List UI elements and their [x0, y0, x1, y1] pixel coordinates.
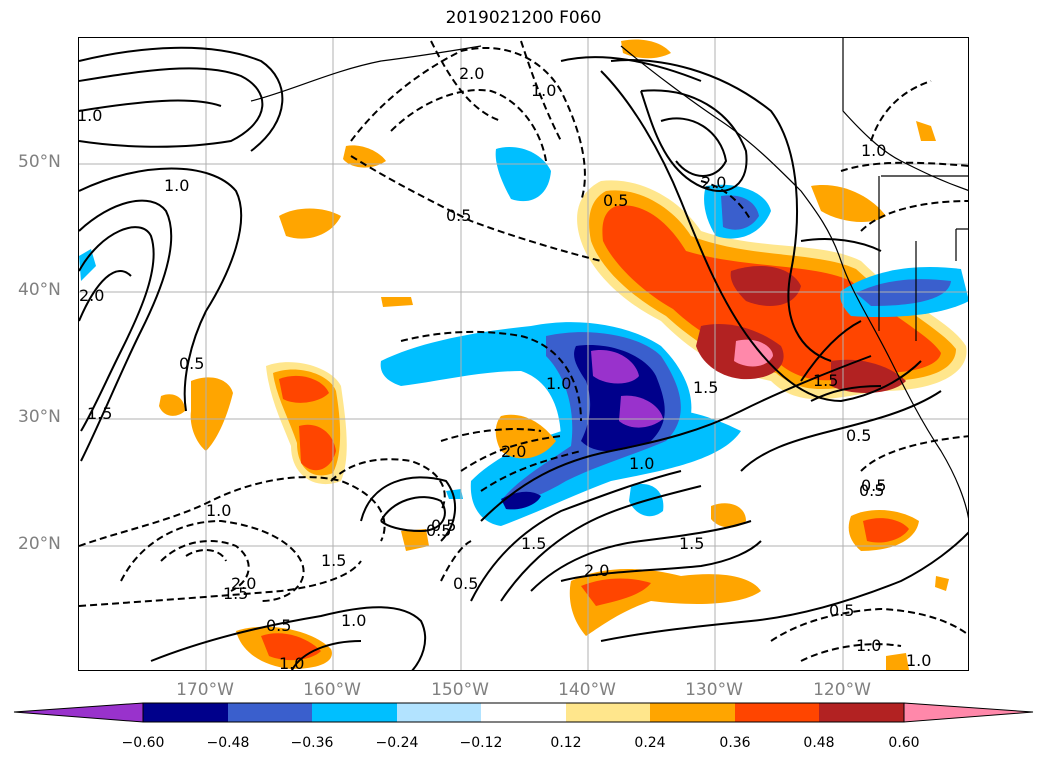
lon-label-130w: 130°W [685, 680, 743, 700]
shaded-fields [79, 39, 968, 670]
map-svg: 1.0 1.0 2.0 0.5 1.5 2.0 0.5 0.5 1.5 1.5 … [79, 38, 968, 670]
contour-label: 2.0 [584, 561, 609, 580]
lat-label-40n: 40°N [18, 280, 61, 300]
contour-label: 0.5 [603, 191, 628, 210]
contour-label: 1.0 [906, 651, 931, 670]
contour-label: 0.5 [446, 206, 471, 225]
colorbar-bin [481, 703, 566, 722]
colorbar-tick: 0.24 [634, 735, 666, 751]
contour-label: 1.5 [679, 534, 704, 553]
colorbar-tick: −0.24 [375, 735, 419, 751]
colorbar-bin [228, 703, 312, 722]
contour-label: 1.5 [223, 584, 248, 603]
solid-contours [79, 46, 968, 670]
colorbar-bin [312, 703, 397, 722]
contour-label: 1.0 [79, 106, 102, 125]
contour-label: 2.0 [501, 442, 526, 461]
colorbar-bin [566, 703, 650, 722]
colorbar-bin [819, 703, 904, 722]
contour-label: 1.0 [206, 501, 231, 520]
contour-label: 0.5 [829, 601, 854, 620]
colorbar-extend-high [903, 702, 1034, 723]
contour-label: 1.0 [856, 636, 881, 655]
contour-label: 1.5 [521, 534, 546, 553]
contour-label: 2.0 [79, 286, 104, 305]
map-plot-area: 1.0 1.0 2.0 0.5 1.5 2.0 0.5 0.5 1.5 1.5 … [78, 37, 969, 671]
lat-label-30n: 30°N [18, 407, 61, 427]
graticule [79, 38, 968, 670]
contour-label: 1.5 [813, 371, 838, 390]
contour-label: 0.5 [861, 476, 886, 495]
contour-label: 2.0 [701, 173, 726, 192]
colorbar [13, 702, 1034, 723]
contour-label: 0.5 [266, 616, 291, 635]
contour-label: 0.5 [179, 354, 204, 373]
lon-label-150w: 150°W [431, 680, 489, 700]
contour-label: 1.0 [341, 611, 366, 630]
contour-label: 0.5 [453, 574, 478, 593]
contour-label: 1.5 [693, 378, 718, 397]
contour-label: 1.5 [87, 404, 112, 423]
colorbar-tick: −0.36 [290, 735, 334, 751]
lon-label-140w: 140°W [558, 680, 616, 700]
colorbar-tick: 0.60 [888, 735, 920, 751]
colorbar-tick: 0.48 [803, 735, 835, 751]
colorbar-tick: −0.12 [459, 735, 503, 751]
lon-label-170w: 170°W [176, 680, 234, 700]
contour-label: 2.0 [459, 64, 484, 83]
coastlines [250, 38, 968, 519]
contour-label: 1.0 [861, 141, 886, 160]
colorbar-bin [397, 703, 481, 722]
colorbar-tick: 0.12 [550, 735, 582, 751]
colorbar-bin [735, 703, 819, 722]
colorbar-tick: −0.60 [121, 735, 165, 751]
contour-labels: 1.0 1.0 2.0 0.5 1.5 2.0 0.5 0.5 1.5 1.5 … [79, 64, 931, 670]
contour-label: 1.0 [279, 654, 304, 670]
lat-label-50n: 50°N [18, 152, 61, 172]
dashed-contours [79, 40, 968, 662]
colorbar-tick: −0.48 [206, 735, 250, 751]
colorbar-bin [650, 703, 735, 722]
colorbar-bin [143, 703, 228, 722]
contour-label: 0.5 [431, 516, 456, 535]
contour-label: 1.5 [321, 551, 346, 570]
contour-label: 2.0 [231, 574, 256, 593]
colorbar-extend-low [13, 702, 144, 723]
lat-label-20n: 20°N [18, 534, 61, 554]
contour-label: 1.0 [531, 81, 556, 100]
contour-label: 0.5 [426, 521, 451, 540]
contour-label: 1.0 [546, 374, 571, 393]
contour-label: 1.0 [629, 454, 654, 473]
map-title: 2019021200 F060 [445, 8, 602, 28]
lon-label-160w: 160°W [303, 680, 361, 700]
contour-label: 0.5 [859, 481, 884, 500]
contour-label: 1.0 [164, 176, 189, 195]
lon-label-120w: 120°W [813, 680, 871, 700]
contour-label: 0.5 [846, 426, 871, 445]
colorbar-tick: 0.36 [719, 735, 751, 751]
